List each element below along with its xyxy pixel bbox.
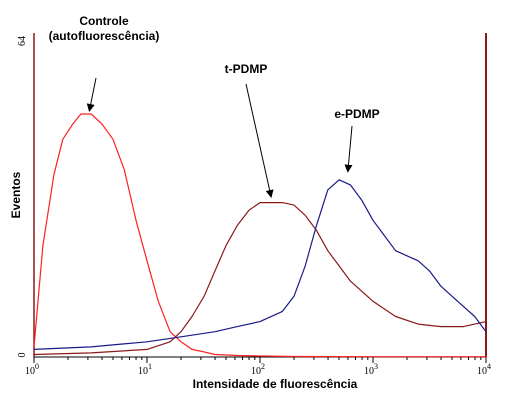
- annotations: Controle (autofluorescência) t-PDMP e-PDMP: [49, 14, 380, 199]
- annotation-label-1: t-PDMP: [225, 62, 268, 76]
- x-tick-label: 102: [251, 362, 265, 377]
- annotation-label-0: Controle (autofluorescência): [49, 14, 160, 43]
- x-tick-label: 103: [364, 362, 378, 377]
- series-group: [33, 113, 487, 358]
- axes: 100 101 102 103 104 0 64: [17, 33, 491, 377]
- x-tick-label: 104: [477, 362, 491, 377]
- annotation-arrow-2: [344, 125, 353, 173]
- series-line-2: [33, 179, 487, 350]
- x-tick-label: 101: [138, 362, 152, 377]
- labels: Intensidade de fluorescência Eventos: [9, 171, 358, 391]
- y-tick-label-max: 64: [17, 36, 28, 46]
- series-line-0: [33, 113, 486, 358]
- x-tick-label: 100: [25, 362, 39, 377]
- y-tick-label-min: 0: [17, 353, 28, 358]
- y-axis-title: Eventos: [9, 171, 23, 218]
- x-axis-title: Intensidade de fluorescência: [193, 377, 358, 391]
- annotation-label-2: e-PDMP: [334, 107, 379, 121]
- annotation-arrow-0: [86, 77, 97, 112]
- series-line-1: [33, 202, 487, 356]
- annotation-arrow-1: [245, 83, 274, 199]
